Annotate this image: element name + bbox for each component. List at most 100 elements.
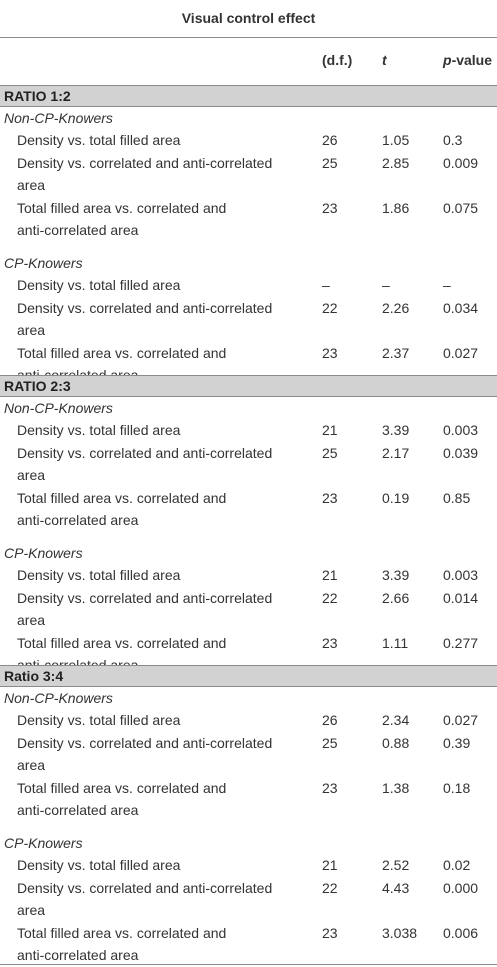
section-band: RATIO 2:3 bbox=[0, 375, 497, 397]
row-label: Total filled area vs. correlated and bbox=[17, 635, 227, 651]
cell-df: 25 bbox=[322, 735, 338, 751]
row-label: Density vs. correlated and anti-correlat… bbox=[17, 590, 273, 606]
row-label: Total filled area vs. correlated and bbox=[17, 780, 227, 796]
row-label: Density vs. correlated and anti-correlat… bbox=[17, 300, 273, 316]
row-label-continued: area bbox=[17, 467, 46, 483]
cell-t: 3.39 bbox=[382, 422, 410, 438]
cell-p-value: 0.85 bbox=[443, 490, 471, 506]
cell-t: 2.66 bbox=[382, 590, 410, 606]
cell-df: 21 bbox=[322, 422, 338, 438]
cell-t: 1.05 bbox=[382, 132, 410, 148]
cell-p-value: 0.277 bbox=[443, 635, 479, 651]
cell-t: 1.38 bbox=[382, 780, 410, 796]
row-label: Density vs. correlated and anti-correlat… bbox=[17, 155, 273, 171]
cell-df: 22 bbox=[322, 880, 338, 896]
header-t: t bbox=[382, 52, 387, 68]
row-label-continued: anti-correlated area bbox=[17, 947, 139, 963]
cell-t: 2.17 bbox=[382, 445, 410, 461]
section-label: RATIO 2:3 bbox=[4, 378, 71, 394]
group-label: CP-Knowers bbox=[4, 835, 83, 851]
cell-p-value: 0.006 bbox=[443, 925, 479, 941]
cell-df: 23 bbox=[322, 200, 338, 216]
row-label-continued: anti-correlated area bbox=[17, 222, 139, 238]
cell-t: 2.34 bbox=[382, 712, 410, 728]
cell-p-value: 0.034 bbox=[443, 300, 479, 316]
cell-p-value: 0.3 bbox=[443, 132, 463, 148]
cell-p-value: 0.000 bbox=[443, 880, 479, 896]
row-label-continued: area bbox=[17, 612, 46, 628]
cell-t: – bbox=[382, 277, 390, 293]
row-label-continued: area bbox=[17, 757, 46, 773]
cell-t: 0.19 bbox=[382, 490, 410, 506]
table-title: Visual control effect bbox=[181, 10, 316, 26]
cell-df: 23 bbox=[322, 345, 338, 361]
cell-t: 2.37 bbox=[382, 345, 410, 361]
cell-p-value: 0.039 bbox=[443, 445, 479, 461]
section-label: Ratio 3:4 bbox=[4, 668, 64, 684]
row-label: Density vs. total filled area bbox=[17, 422, 181, 438]
row-label: Total filled area vs. correlated and bbox=[17, 925, 227, 941]
cell-df: 21 bbox=[322, 567, 338, 583]
cell-p-value: 0.014 bbox=[443, 590, 479, 606]
group-label: Non-CP-Knowers bbox=[4, 400, 113, 416]
row-label: Density vs. total filled area bbox=[17, 132, 181, 148]
cell-df: 23 bbox=[322, 925, 338, 941]
row-label: Density vs. total filled area bbox=[17, 857, 181, 873]
row-label-continued: area bbox=[17, 322, 46, 338]
cell-p-value: – bbox=[443, 277, 451, 293]
group-label: CP-Knowers bbox=[4, 255, 83, 271]
header-p-suffix: -value bbox=[451, 52, 493, 68]
cell-df: – bbox=[322, 277, 330, 293]
header-p-value: p-value bbox=[443, 49, 492, 71]
cell-df: 23 bbox=[322, 635, 338, 651]
title-rule bbox=[0, 37, 497, 38]
cell-df: 23 bbox=[322, 780, 338, 796]
bottom-rule bbox=[0, 964, 497, 965]
cell-t: 3.39 bbox=[382, 567, 410, 583]
cell-t: 2.52 bbox=[382, 857, 410, 873]
group-label: Non-CP-Knowers bbox=[4, 690, 113, 706]
header-p-letter: p bbox=[443, 52, 452, 68]
cell-df: 21 bbox=[322, 857, 338, 873]
cell-df: 22 bbox=[322, 300, 338, 316]
cell-df: 26 bbox=[322, 132, 338, 148]
group-label: CP-Knowers bbox=[4, 545, 83, 561]
row-label-continued: anti-correlated area bbox=[17, 512, 139, 528]
row-label: Density vs. total filled area bbox=[17, 277, 181, 293]
row-label: Total filled area vs. correlated and bbox=[17, 490, 227, 506]
row-label-continued: anti-correlated area bbox=[17, 802, 139, 818]
cell-t: 4.43 bbox=[382, 880, 410, 896]
row-label-continued: area bbox=[17, 902, 46, 918]
cell-t: 2.85 bbox=[382, 155, 410, 171]
row-label: Density vs. correlated and anti-correlat… bbox=[17, 735, 273, 751]
cell-p-value: 0.18 bbox=[443, 780, 471, 796]
row-label: Density vs. correlated and anti-correlat… bbox=[17, 445, 273, 461]
cell-p-value: 0.02 bbox=[443, 857, 471, 873]
cell-df: 25 bbox=[322, 155, 338, 171]
section-band: RATIO 1:2 bbox=[0, 85, 497, 107]
cell-p-value: 0.003 bbox=[443, 422, 479, 438]
cell-p-value: 0.003 bbox=[443, 567, 479, 583]
header-df: (d.f.) bbox=[322, 52, 353, 68]
cell-p-value: 0.009 bbox=[443, 155, 479, 171]
cell-t: 0.88 bbox=[382, 735, 410, 751]
cell-p-value: 0.027 bbox=[443, 712, 479, 728]
cell-t: 2.26 bbox=[382, 300, 410, 316]
group-label: Non-CP-Knowers bbox=[4, 110, 113, 126]
cell-p-value: 0.027 bbox=[443, 345, 479, 361]
cell-t: 1.11 bbox=[382, 635, 409, 651]
cell-df: 23 bbox=[322, 490, 338, 506]
row-label-continued: area bbox=[17, 177, 46, 193]
cell-df: 22 bbox=[322, 590, 338, 606]
row-label: Density vs. correlated and anti-correlat… bbox=[17, 880, 273, 896]
section-band: Ratio 3:4 bbox=[0, 665, 497, 687]
row-label: Total filled area vs. correlated and bbox=[17, 345, 227, 361]
row-label: Total filled area vs. correlated and bbox=[17, 200, 227, 216]
section-label: RATIO 1:2 bbox=[4, 88, 71, 104]
cell-df: 25 bbox=[322, 445, 338, 461]
cell-df: 26 bbox=[322, 712, 338, 728]
row-label: Density vs. total filled area bbox=[17, 712, 181, 728]
cell-t: 3.038 bbox=[382, 925, 418, 941]
cell-p-value: 0.39 bbox=[443, 735, 471, 751]
